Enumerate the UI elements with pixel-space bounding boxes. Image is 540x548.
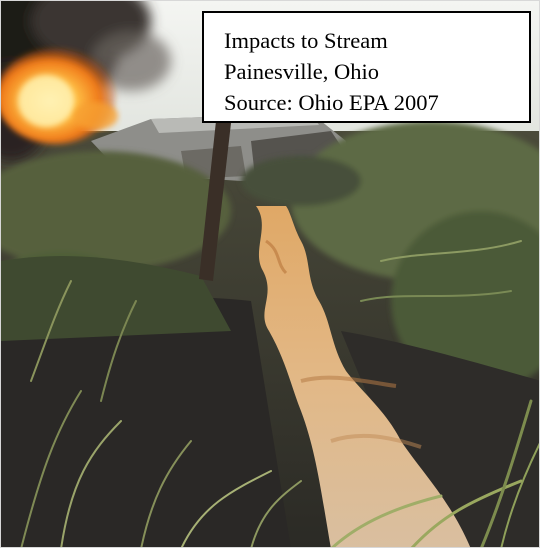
- caption-box: Impacts to Stream Painesville, Ohio Sour…: [202, 11, 531, 123]
- caption-source: Source: Ohio EPA 2007: [224, 90, 439, 115]
- caption-title: Impacts to Stream: [224, 28, 388, 53]
- fence-post: [199, 121, 231, 281]
- fire: [1, 48, 118, 144]
- caption-location: Painesville, Ohio: [224, 59, 379, 84]
- grass-blades: [20, 240, 539, 547]
- stream-water: [256, 206, 471, 547]
